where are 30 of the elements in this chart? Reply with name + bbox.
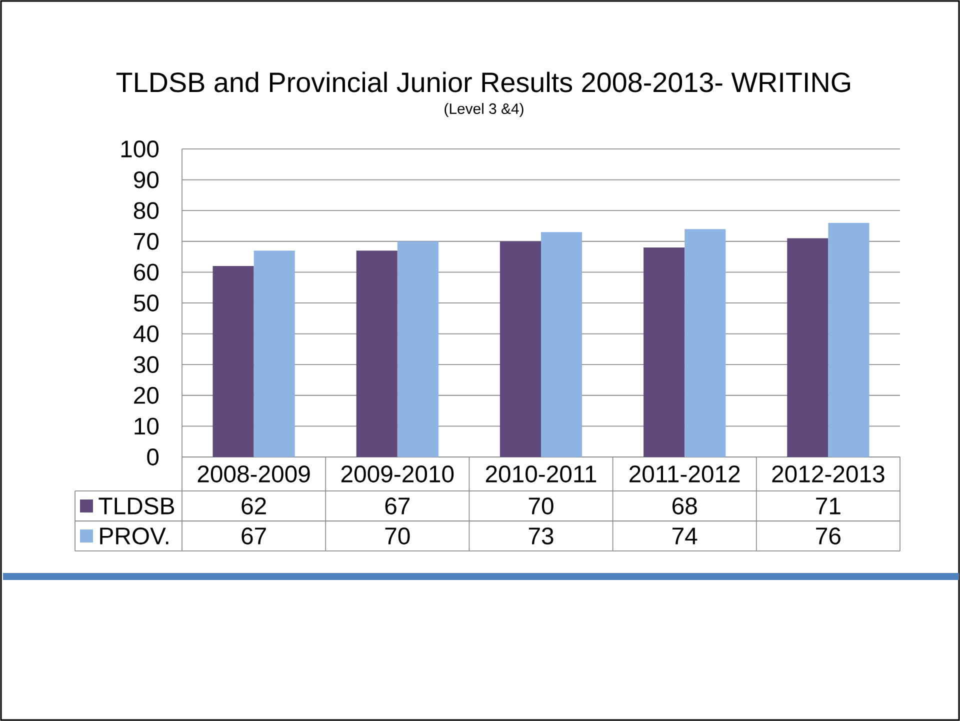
y-tick-label: 20: [134, 386, 159, 404]
chart-subtitle: (Level 3 &4): [444, 103, 524, 117]
y-tick-label: 30: [134, 356, 159, 374]
y-tick-label: 50: [134, 294, 159, 312]
x-tick-label: 2009-2010: [341, 466, 454, 482]
y-tick-label: 60: [134, 264, 159, 281]
y-tick-label: 40: [133, 325, 159, 342]
x-tick-label: 2011-2012: [630, 466, 740, 482]
data-label: 74: [672, 528, 698, 544]
data-label: 62: [242, 498, 266, 514]
data-label: 73: [528, 528, 554, 544]
chart-title: TLDSB and Provincial Junior Results 2008-2013- WRITING: [116, 72, 850, 92]
x-tick-label: 2008-2009: [198, 466, 310, 482]
y-tick-label: 70: [134, 232, 159, 250]
data-label: 67: [385, 498, 410, 514]
y-tick-label: 0: [147, 448, 159, 466]
x-tick-label: 2010-2011: [486, 466, 596, 482]
data-label: 71: [816, 498, 840, 514]
legend-label: TLDSB: [98, 498, 174, 514]
legend-label: PROV.: [100, 528, 168, 544]
data-label: 67: [242, 528, 266, 544]
y-tick-label: 10: [134, 418, 159, 435]
y-tick-label: 90: [134, 171, 159, 188]
y-tick-label: 100: [121, 140, 159, 158]
data-label: 68: [672, 498, 697, 514]
data-label: 70: [528, 498, 554, 514]
data-label: 70: [385, 528, 410, 544]
y-tick-label: 80: [134, 202, 159, 220]
x-tick-label: 2012-2013: [772, 466, 884, 482]
data-label: 76: [816, 528, 840, 544]
